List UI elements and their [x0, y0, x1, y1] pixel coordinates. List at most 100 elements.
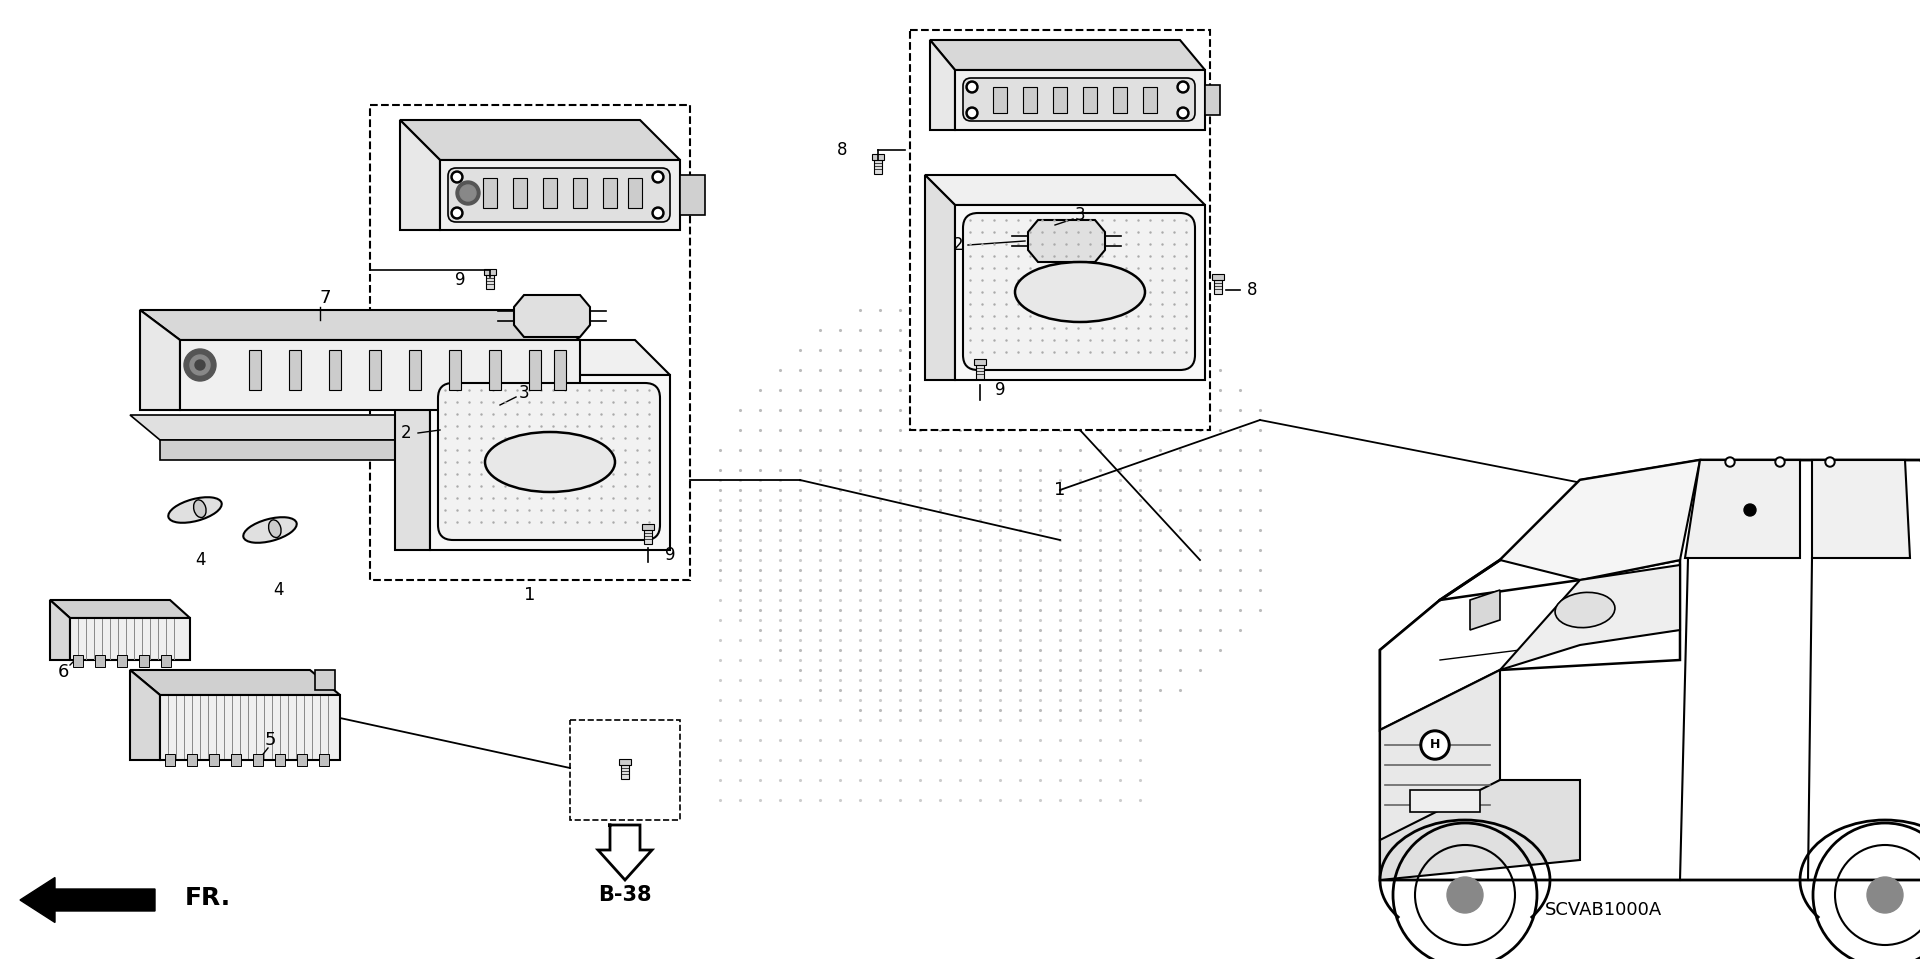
Circle shape	[457, 181, 480, 205]
Polygon shape	[515, 295, 589, 337]
Circle shape	[453, 209, 461, 217]
Bar	[1409, 790, 1480, 812]
FancyArrow shape	[19, 877, 156, 923]
Text: 1: 1	[1054, 481, 1066, 499]
Circle shape	[451, 207, 463, 219]
Polygon shape	[440, 160, 680, 230]
Polygon shape	[50, 600, 190, 618]
Bar	[628, 178, 641, 208]
Bar	[572, 178, 588, 208]
Text: 4: 4	[196, 551, 205, 569]
Bar	[94, 655, 106, 667]
Polygon shape	[399, 120, 680, 160]
Polygon shape	[1206, 85, 1219, 115]
Text: 6: 6	[58, 663, 69, 681]
Bar	[570, 720, 680, 820]
Circle shape	[184, 349, 215, 381]
Bar	[328, 350, 342, 390]
Polygon shape	[396, 340, 430, 550]
Circle shape	[653, 171, 664, 183]
Bar	[1142, 87, 1158, 113]
Circle shape	[968, 109, 975, 116]
Circle shape	[1774, 457, 1786, 467]
Bar	[1212, 274, 1225, 280]
Bar	[1213, 278, 1221, 294]
Circle shape	[461, 185, 476, 201]
Polygon shape	[131, 415, 574, 440]
Bar	[319, 754, 328, 766]
Circle shape	[190, 355, 209, 375]
Polygon shape	[180, 340, 580, 410]
Ellipse shape	[169, 497, 221, 523]
Polygon shape	[1380, 670, 1500, 840]
Circle shape	[1778, 459, 1784, 465]
Bar	[1023, 87, 1037, 113]
Bar	[513, 178, 526, 208]
Bar	[973, 359, 987, 365]
Text: SCVAB1000A: SCVAB1000A	[1546, 901, 1663, 919]
Text: FR.: FR.	[184, 886, 230, 910]
Bar	[620, 763, 630, 779]
Text: 8: 8	[1246, 281, 1258, 299]
Polygon shape	[1471, 590, 1500, 630]
Bar	[73, 655, 83, 667]
Bar	[165, 754, 175, 766]
Polygon shape	[1812, 460, 1910, 558]
Circle shape	[1179, 83, 1187, 90]
Polygon shape	[131, 670, 340, 695]
FancyBboxPatch shape	[447, 168, 670, 222]
Circle shape	[451, 171, 463, 183]
Polygon shape	[131, 670, 159, 760]
Bar	[250, 350, 261, 390]
Bar	[1052, 87, 1068, 113]
Bar	[641, 524, 655, 530]
Bar	[298, 754, 307, 766]
Bar	[484, 269, 495, 275]
Ellipse shape	[1555, 593, 1615, 627]
Bar	[910, 30, 1210, 430]
Circle shape	[1724, 457, 1736, 467]
Polygon shape	[954, 70, 1206, 130]
Bar	[975, 363, 983, 379]
Polygon shape	[69, 618, 190, 660]
Circle shape	[653, 207, 664, 219]
Text: 7: 7	[319, 289, 330, 307]
Polygon shape	[159, 440, 574, 460]
Circle shape	[966, 107, 977, 119]
Text: 3: 3	[518, 384, 530, 402]
Polygon shape	[929, 40, 954, 130]
Text: B-38: B-38	[599, 885, 651, 905]
Circle shape	[1177, 107, 1188, 119]
Polygon shape	[1380, 560, 1680, 730]
Text: 5: 5	[265, 731, 276, 749]
Polygon shape	[430, 375, 670, 550]
Text: 9: 9	[664, 546, 676, 564]
Polygon shape	[1027, 220, 1106, 262]
FancyBboxPatch shape	[964, 213, 1194, 370]
Text: 8: 8	[837, 141, 847, 159]
Bar	[1083, 87, 1096, 113]
Polygon shape	[315, 670, 334, 690]
Bar	[603, 178, 616, 208]
Circle shape	[1421, 730, 1450, 760]
Bar	[409, 350, 420, 390]
Circle shape	[196, 360, 205, 370]
Circle shape	[1726, 459, 1734, 465]
Text: H: H	[1430, 738, 1440, 752]
Polygon shape	[140, 310, 180, 410]
Bar	[117, 655, 127, 667]
Ellipse shape	[1016, 262, 1144, 322]
Polygon shape	[50, 600, 69, 660]
Bar	[993, 87, 1006, 113]
Circle shape	[968, 83, 975, 90]
Polygon shape	[680, 175, 705, 215]
Bar	[186, 754, 198, 766]
Bar	[555, 350, 566, 390]
Circle shape	[1448, 877, 1482, 913]
Polygon shape	[1500, 460, 1699, 580]
FancyBboxPatch shape	[438, 383, 660, 540]
Text: 9: 9	[995, 381, 1006, 399]
Bar	[1114, 87, 1127, 113]
Polygon shape	[597, 825, 653, 880]
Polygon shape	[1380, 460, 1920, 880]
